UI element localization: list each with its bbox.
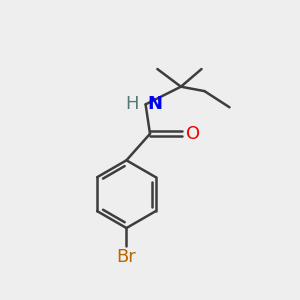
Text: N: N <box>147 95 162 113</box>
Text: Br: Br <box>117 248 136 266</box>
Text: O: O <box>186 125 200 143</box>
Text: H: H <box>126 95 139 113</box>
